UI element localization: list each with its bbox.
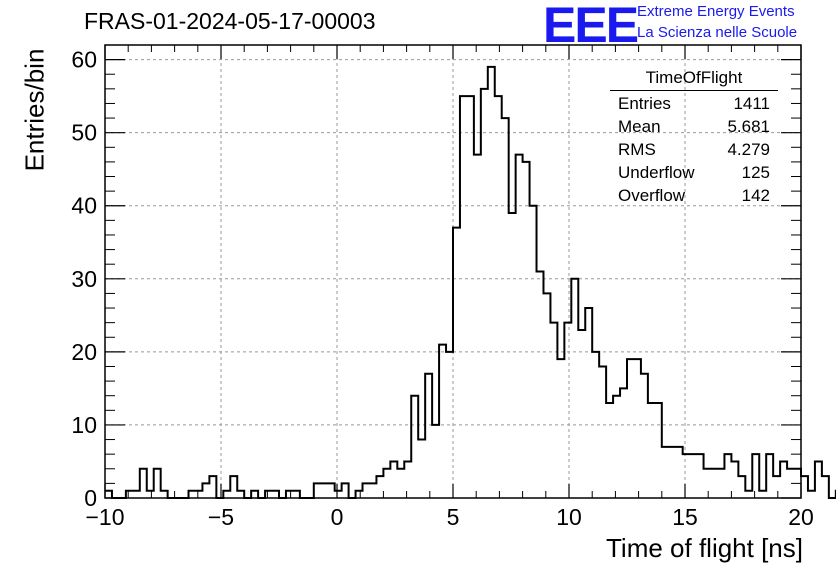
stats-title: TimeOfFlight: [610, 68, 778, 91]
stats-label: Underflow: [618, 163, 695, 182]
stats-row-mean: Mean 5.681: [610, 115, 778, 138]
stats-label: Mean: [618, 117, 661, 136]
stats-row-rms: RMS 4.279: [610, 138, 778, 161]
y-axis-label: Entries/bin: [19, 48, 50, 172]
stats-label: Entries: [618, 94, 671, 113]
y-tick-label: 10: [71, 412, 97, 438]
stats-value: 4.279: [727, 140, 770, 159]
stats-label: Overflow: [618, 186, 686, 205]
stats-label: RMS: [618, 140, 656, 159]
x-tick-label: 5: [447, 504, 460, 530]
tick-labels: −10 −5 0 5 10 15 20 0 10 20 30 40 50 60: [71, 47, 813, 530]
y-tick-label: 20: [71, 339, 97, 365]
run-title: FRAS-01-2024-05-17-00003: [84, 8, 376, 34]
plot-frame: [104, 44, 802, 499]
stats-row-underflow: Underflow 125: [610, 161, 778, 184]
x-tick-label: 10: [556, 504, 582, 530]
y-tick-label: 60: [71, 47, 97, 73]
stats-row-overflow: Overflow 142: [610, 184, 778, 207]
x-tick-label: 20: [788, 504, 814, 530]
stats-value: 5.681: [727, 117, 770, 136]
x-axis-label: Time of flight [ns]: [606, 533, 803, 563]
y-tick-label: 50: [71, 120, 97, 146]
x-tick-label: −5: [208, 504, 234, 530]
x-tick-label: 0: [331, 504, 344, 530]
stats-value: 125: [741, 163, 770, 182]
stats-row-entries: Entries 1411: [610, 92, 778, 115]
x-tick-label: 15: [672, 504, 698, 530]
stats-value: 142: [741, 186, 770, 205]
stats-box: TimeOfFlight Entries 1411 Mean 5.681 RMS…: [610, 68, 778, 207]
y-tick-label: 40: [71, 193, 97, 219]
y-tick-label: 0: [84, 485, 97, 511]
y-tick-label: 30: [71, 266, 97, 292]
logo-subtitle-1: Extreme Energy Events: [637, 3, 795, 20]
x-tick-label: −10: [85, 504, 124, 530]
eee-logo: EEE: [543, 0, 639, 53]
logo-subtitle-2: La Scienza nelle Scuole: [637, 24, 798, 41]
stats-value: 1411: [733, 94, 770, 113]
